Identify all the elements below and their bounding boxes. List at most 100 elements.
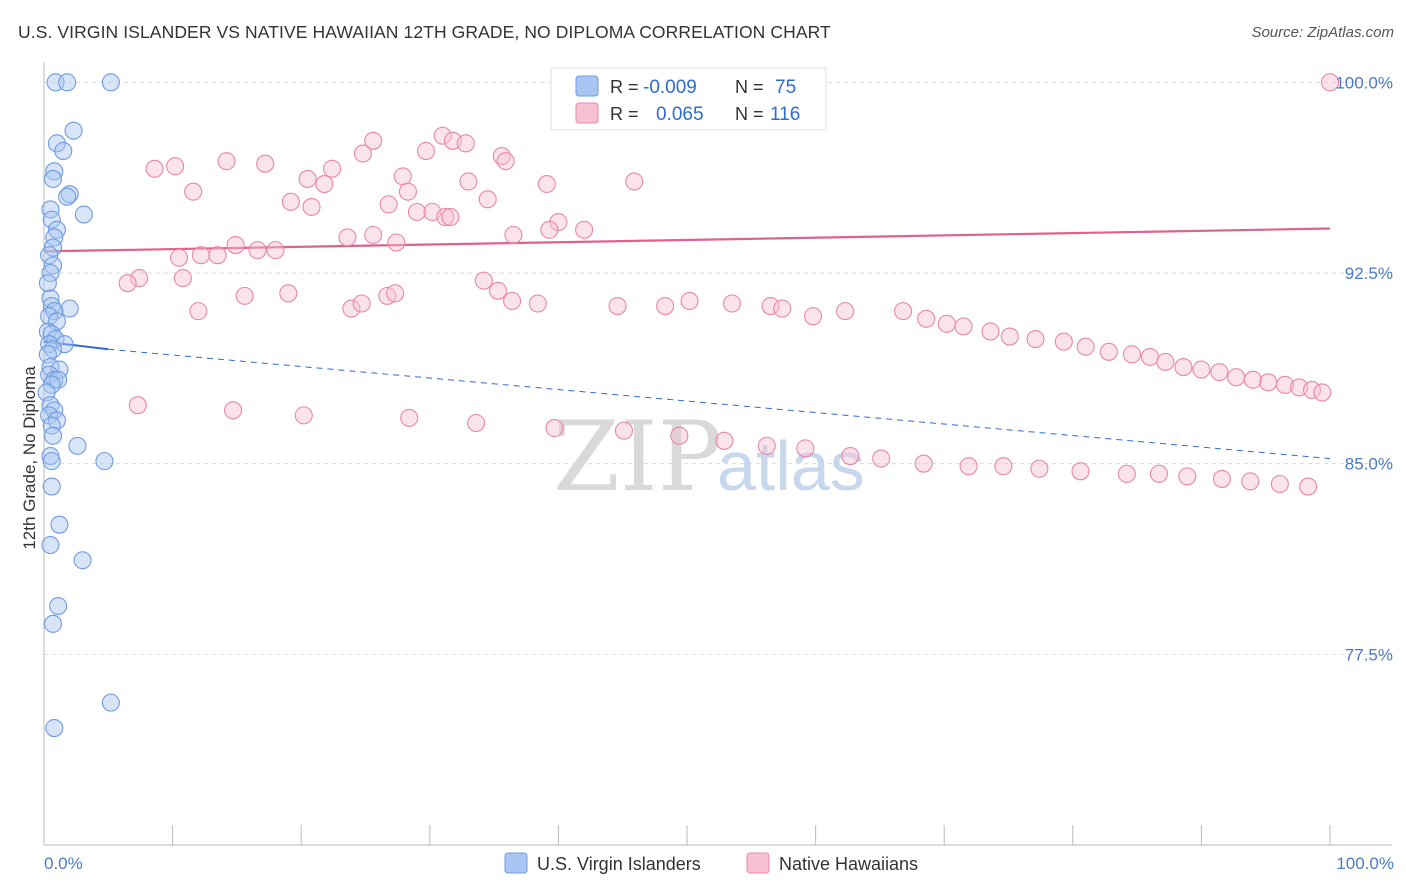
point-native-hawaiians: [1122, 345, 1142, 364]
point-native-hawaiians: [614, 421, 634, 440]
point-native-hawaiians: [433, 126, 452, 145]
point-virgin-islanders: [43, 340, 63, 359]
legend-n-value-pink: 116: [770, 104, 800, 125]
point-native-hawaiians: [407, 202, 426, 222]
series-legend-swatch-pink: [746, 852, 770, 874]
series-legend-label-pink: Native Hawaiians: [779, 854, 918, 874]
point-native-hawaiians: [537, 174, 556, 194]
point-native-hawaiians: [503, 291, 522, 311]
point-native-hawaiians: [323, 159, 342, 178]
point-native-hawaiians: [118, 274, 137, 293]
point-native-hawaiians: [256, 154, 275, 173]
point-native-hawaiians: [1275, 375, 1295, 394]
point-virgin-islanders: [95, 452, 114, 471]
legend-swatch-blue: [575, 75, 599, 97]
point-native-hawaiians: [680, 291, 699, 311]
point-native-hawaiians: [608, 297, 627, 316]
point-native-hawaiians: [364, 131, 383, 150]
legend-n-value-blue: 75: [775, 77, 796, 98]
point-virgin-islanders: [68, 436, 87, 455]
point-native-hawaiians: [1241, 472, 1260, 491]
point-native-hawaiians: [226, 235, 245, 255]
point-native-hawaiians: [981, 322, 1000, 341]
point-virgin-islanders: [45, 719, 64, 738]
point-native-hawaiians: [386, 284, 405, 303]
point-virgin-islanders: [43, 426, 63, 445]
point-native-hawaiians: [130, 269, 149, 288]
point-native-hawaiians: [757, 436, 776, 455]
point-native-hawaiians: [625, 172, 644, 191]
watermark-zip: ZIP: [553, 401, 722, 513]
point-native-hawaiians: [959, 457, 978, 476]
point-native-hawaiians: [166, 157, 185, 176]
point-virgin-islanders: [43, 169, 63, 188]
point-native-hawaiians: [364, 225, 383, 244]
point-native-hawaiians: [1000, 327, 1019, 346]
y-tick-label: 77.5%: [1345, 645, 1393, 664]
point-virgin-islanders: [74, 205, 93, 224]
point-native-hawaiians: [217, 152, 236, 171]
point-native-hawaiians: [1227, 368, 1246, 387]
legend-r-label-pink: R =: [610, 104, 639, 124]
point-virgin-islanders: [50, 515, 69, 534]
watermark-atlas: atlas: [717, 427, 865, 505]
point-native-hawaiians: [841, 446, 860, 466]
point-native-hawaiians: [223, 401, 243, 420]
point-native-hawaiians: [545, 419, 564, 438]
point-virgin-islanders: [47, 134, 66, 153]
legend-swatch-pink: [575, 102, 599, 124]
point-native-hawaiians: [342, 299, 361, 318]
point-native-hawaiians: [436, 208, 455, 227]
point-native-hawaiians: [456, 134, 475, 153]
point-native-hawaiians: [387, 233, 406, 252]
point-native-hawaiians: [1192, 360, 1211, 379]
point-native-hawaiians: [715, 431, 734, 450]
point-virgin-islanders: [40, 246, 59, 265]
x-tick-label-min: 0.0%: [44, 854, 83, 873]
point-virgin-islanders: [64, 121, 83, 140]
point-virgin-islanders: [42, 477, 61, 496]
point-virgin-islanders: [43, 614, 63, 633]
point-native-hawaiians: [128, 396, 147, 415]
point-native-hawaiians: [379, 195, 398, 214]
point-native-hawaiians: [1313, 383, 1332, 402]
point-native-hawaiians: [1117, 464, 1136, 483]
point-virgin-islanders: [42, 452, 61, 471]
point-native-hawaiians: [773, 299, 792, 318]
chart-title: U.S. VIRGIN ISLANDER VS NATIVE HAWAIIAN …: [18, 22, 831, 42]
point-native-hawaiians: [1210, 363, 1229, 382]
point-native-hawaiians: [1212, 469, 1232, 488]
point-virgin-islanders: [58, 73, 77, 92]
point-native-hawaiians: [836, 302, 855, 321]
point-virgin-islanders: [38, 274, 57, 293]
series-legend-label-blue: U.S. Virgin Islanders: [537, 854, 701, 874]
point-native-hawaiians: [467, 413, 486, 433]
point-native-hawaiians: [1299, 477, 1318, 496]
point-native-hawaiians: [504, 225, 523, 244]
trend-lines: [43, 227, 1331, 460]
legend-r-label-blue: R =: [610, 77, 639, 97]
point-native-hawaiians: [338, 228, 357, 247]
point-native-hawaiians: [1099, 342, 1118, 361]
point-virgin-islanders: [47, 411, 66, 430]
point-native-hawaiians: [917, 309, 936, 328]
point-virgin-islanders: [55, 335, 74, 354]
point-native-hawaiians: [208, 246, 227, 265]
point-native-hawaiians: [914, 454, 933, 473]
axes: [43, 62, 1392, 846]
point-native-hawaiians: [302, 197, 321, 216]
point-native-hawaiians: [496, 152, 515, 171]
point-native-hawaiians: [169, 248, 189, 267]
point-native-hawaiians: [266, 241, 285, 260]
point-virgin-islanders: [101, 693, 120, 712]
point-native-hawaiians: [191, 246, 210, 265]
point-native-hawaiians: [352, 294, 371, 313]
y-axis-title: 12th Grade, No Diploma: [20, 366, 39, 550]
point-native-hawaiians: [937, 314, 956, 333]
point-native-hawaiians: [173, 269, 192, 288]
point-native-hawaiians: [235, 286, 254, 305]
point-native-hawaiians: [1320, 73, 1340, 92]
point-native-hawaiians: [474, 271, 493, 290]
trend-line-virgin-islanders: [43, 340, 109, 351]
